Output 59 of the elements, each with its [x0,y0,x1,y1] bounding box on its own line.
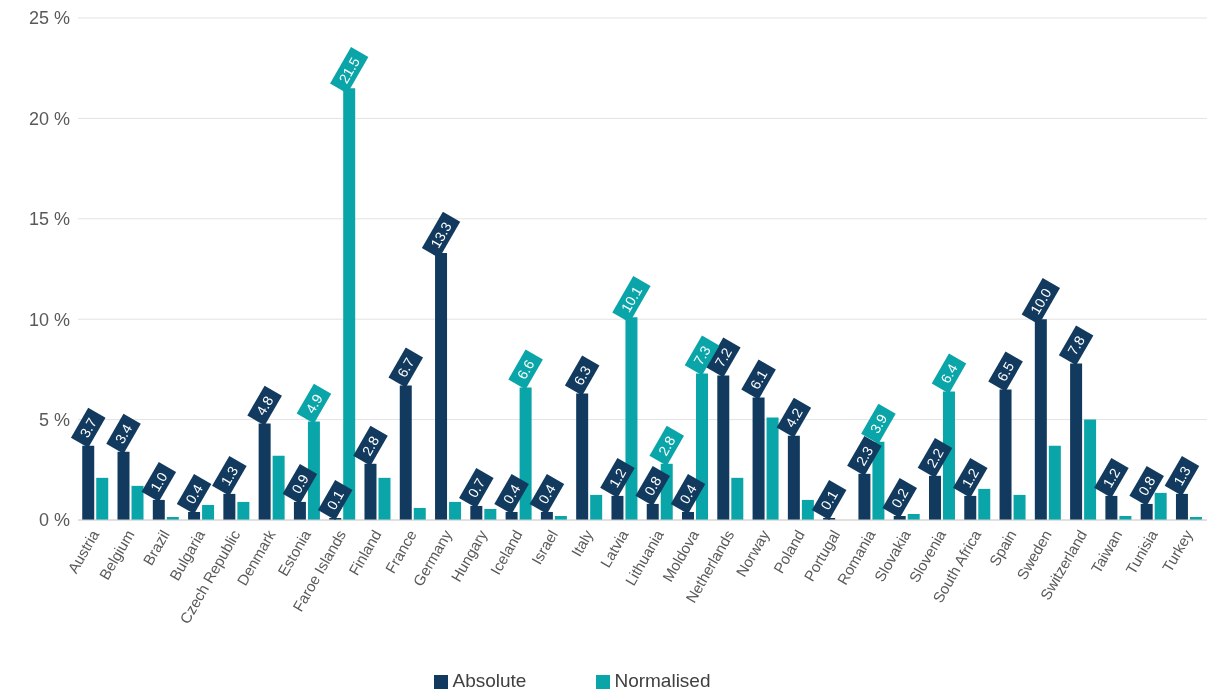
data-label: 0.2 [887,485,912,511]
bar [766,417,779,520]
bar [449,501,462,520]
bar [731,477,744,520]
data-label: 3.7 [76,415,101,441]
data-label: 2.3 [852,443,877,469]
bar [131,485,144,520]
data-label: 4.2 [782,405,806,431]
data-label: 0.1 [817,487,842,513]
data-label: 1.0 [147,469,171,495]
data-label: 0.8 [640,473,665,499]
y-tick-label: 20 % [28,108,70,129]
data-label: 6.5 [993,358,1018,384]
bar [801,499,814,520]
y-tick-label: 25 % [28,8,70,29]
data-label: 6.3 [570,362,595,388]
data-label: 6.6 [513,356,538,382]
legend-label: Normalised [614,670,711,691]
data-label: 3.4 [111,421,136,447]
data-label: 4.9 [302,391,326,417]
data-label: 7.3 [690,342,714,368]
data-label: 0.1 [323,487,348,513]
bar [1013,494,1026,520]
data-label: 0.8 [1134,473,1159,499]
data-label: 2.8 [358,433,383,459]
data-label: 6.1 [746,366,771,392]
data-label: 0.4 [535,481,559,507]
data-label: 0.7 [464,475,489,501]
data-label: 1.3 [1170,463,1194,489]
data-label: 6.4 [937,360,961,386]
legend-label: Absolute [452,670,527,691]
data-label: 1.3 [217,463,242,489]
data-label: 4.8 [252,393,277,419]
bar [1084,419,1097,520]
bar [413,507,426,520]
bar [590,494,603,520]
y-tick-label: 10 % [28,309,70,330]
data-label: 3.9 [866,411,891,437]
data-label: 0.4 [676,481,700,507]
bar [202,504,215,520]
data-label: 7.2 [711,344,736,370]
bar [484,508,497,520]
data-label: 1.2 [1099,465,1124,491]
bar [378,477,391,520]
data-label: 0.9 [288,471,312,497]
y-tick-label: 5 % [38,409,70,430]
data-label: 0.4 [499,481,524,507]
bar [237,501,250,520]
data-label: 6.7 [393,354,418,380]
data-label: 0.4 [182,481,206,507]
data-label: 7.8 [1064,332,1089,358]
data-label: 2.2 [923,445,947,471]
y-tick-label: 15 % [28,209,70,230]
bar [96,477,109,520]
bar [1048,445,1061,520]
data-label: 1.2 [958,465,983,491]
data-label: 1.2 [605,465,630,491]
data-label: 2.8 [654,433,679,459]
y-tick-label: 0 % [38,510,70,531]
